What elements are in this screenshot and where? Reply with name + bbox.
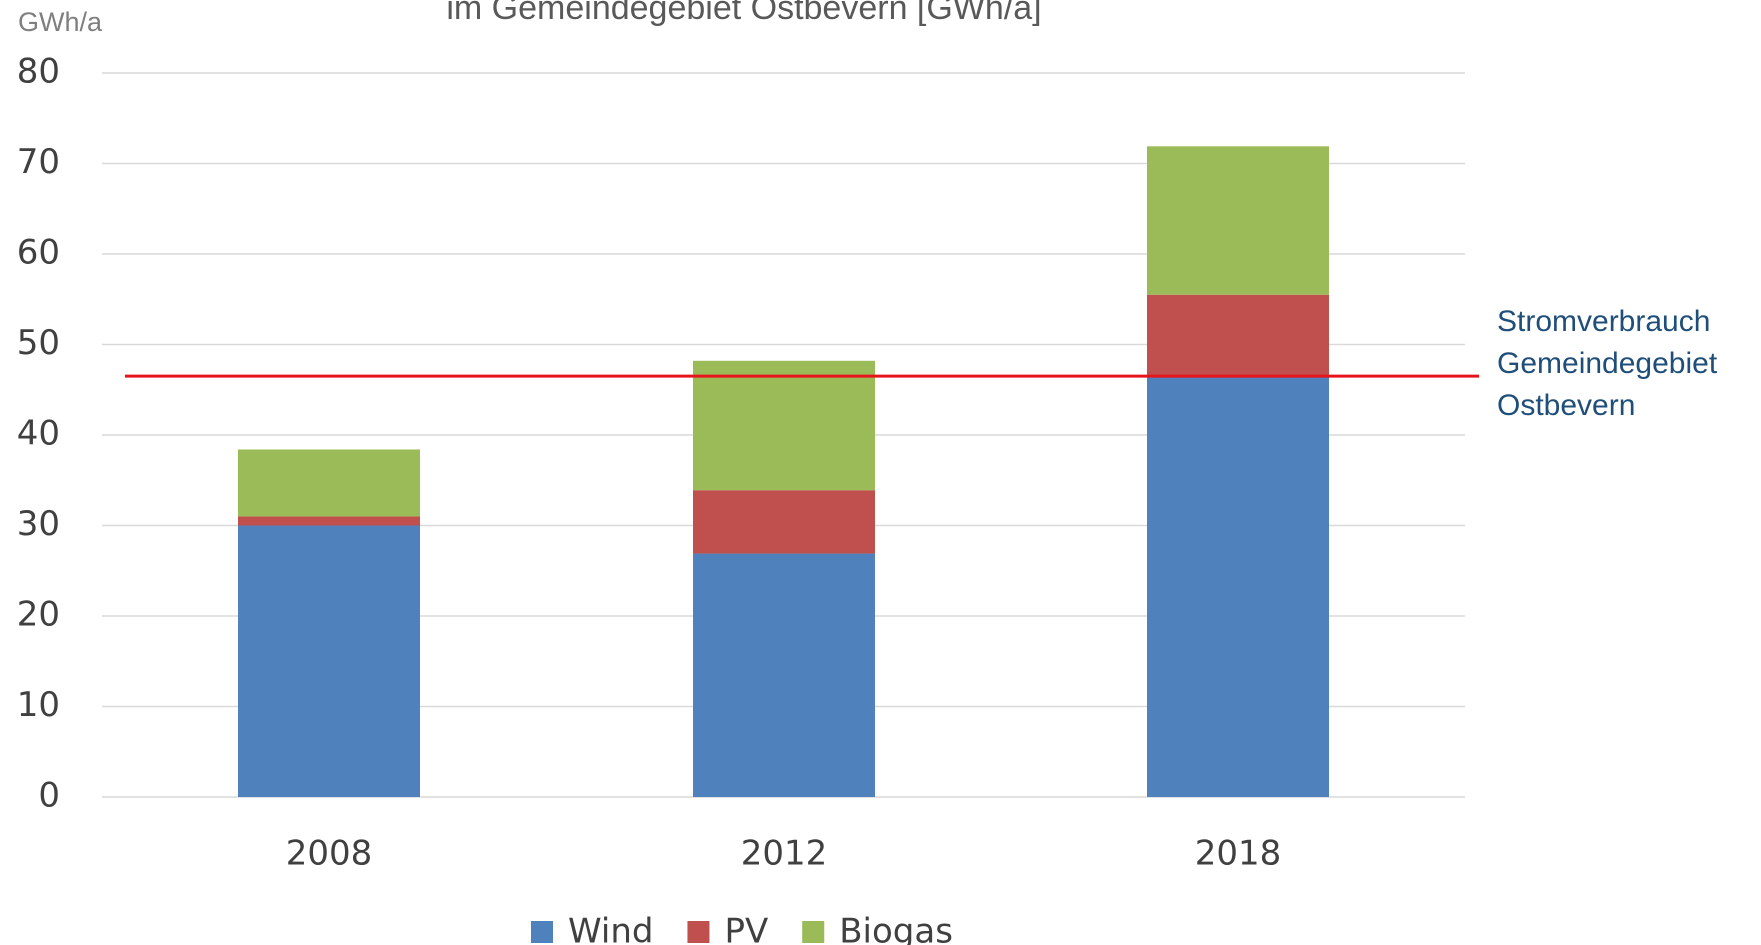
bar-segment (1147, 294, 1329, 377)
chart-title: im Gemeindegebiet Ostbevern [GWh/a] (446, 0, 1041, 27)
annotation: Gemeindegebiet (1497, 347, 1718, 380)
y-tick-label: 50 (17, 323, 60, 363)
annotation: Ostbevern (1497, 389, 1635, 422)
bar-segment (238, 525, 420, 797)
bar-segment (693, 360, 875, 491)
x-tick-label: 2008 (286, 834, 373, 874)
y-tick-label: 30 (17, 504, 60, 544)
bar-segment (1147, 146, 1329, 295)
y-tick-label: 40 (17, 414, 60, 454)
y-tick-label: 0 (38, 776, 60, 816)
annotation: Stromverbrauch (1497, 305, 1710, 338)
legend-swatch (531, 921, 553, 943)
y-tick-label: 10 (17, 685, 60, 725)
y-tick-label: 80 (17, 52, 60, 92)
y-axis-label: GWh/a (18, 7, 103, 37)
bar-segment (693, 490, 875, 554)
y-tick-label: 60 (17, 233, 60, 273)
bar-segment (238, 449, 420, 517)
bar-segment (693, 553, 875, 797)
legend-swatch (802, 921, 825, 943)
bar-segment (238, 516, 420, 526)
x-tick-label: 2012 (741, 834, 828, 874)
y-tick-label: 20 (17, 595, 60, 635)
legend-swatch (687, 921, 710, 943)
y-tick-label: 70 (17, 142, 60, 182)
legend-label: PV (724, 912, 768, 945)
legend-label: Biogas (839, 912, 953, 945)
legend-label: Wind (568, 912, 653, 945)
bar-segment (1147, 376, 1329, 797)
x-tick-label: 2018 (1195, 834, 1282, 874)
